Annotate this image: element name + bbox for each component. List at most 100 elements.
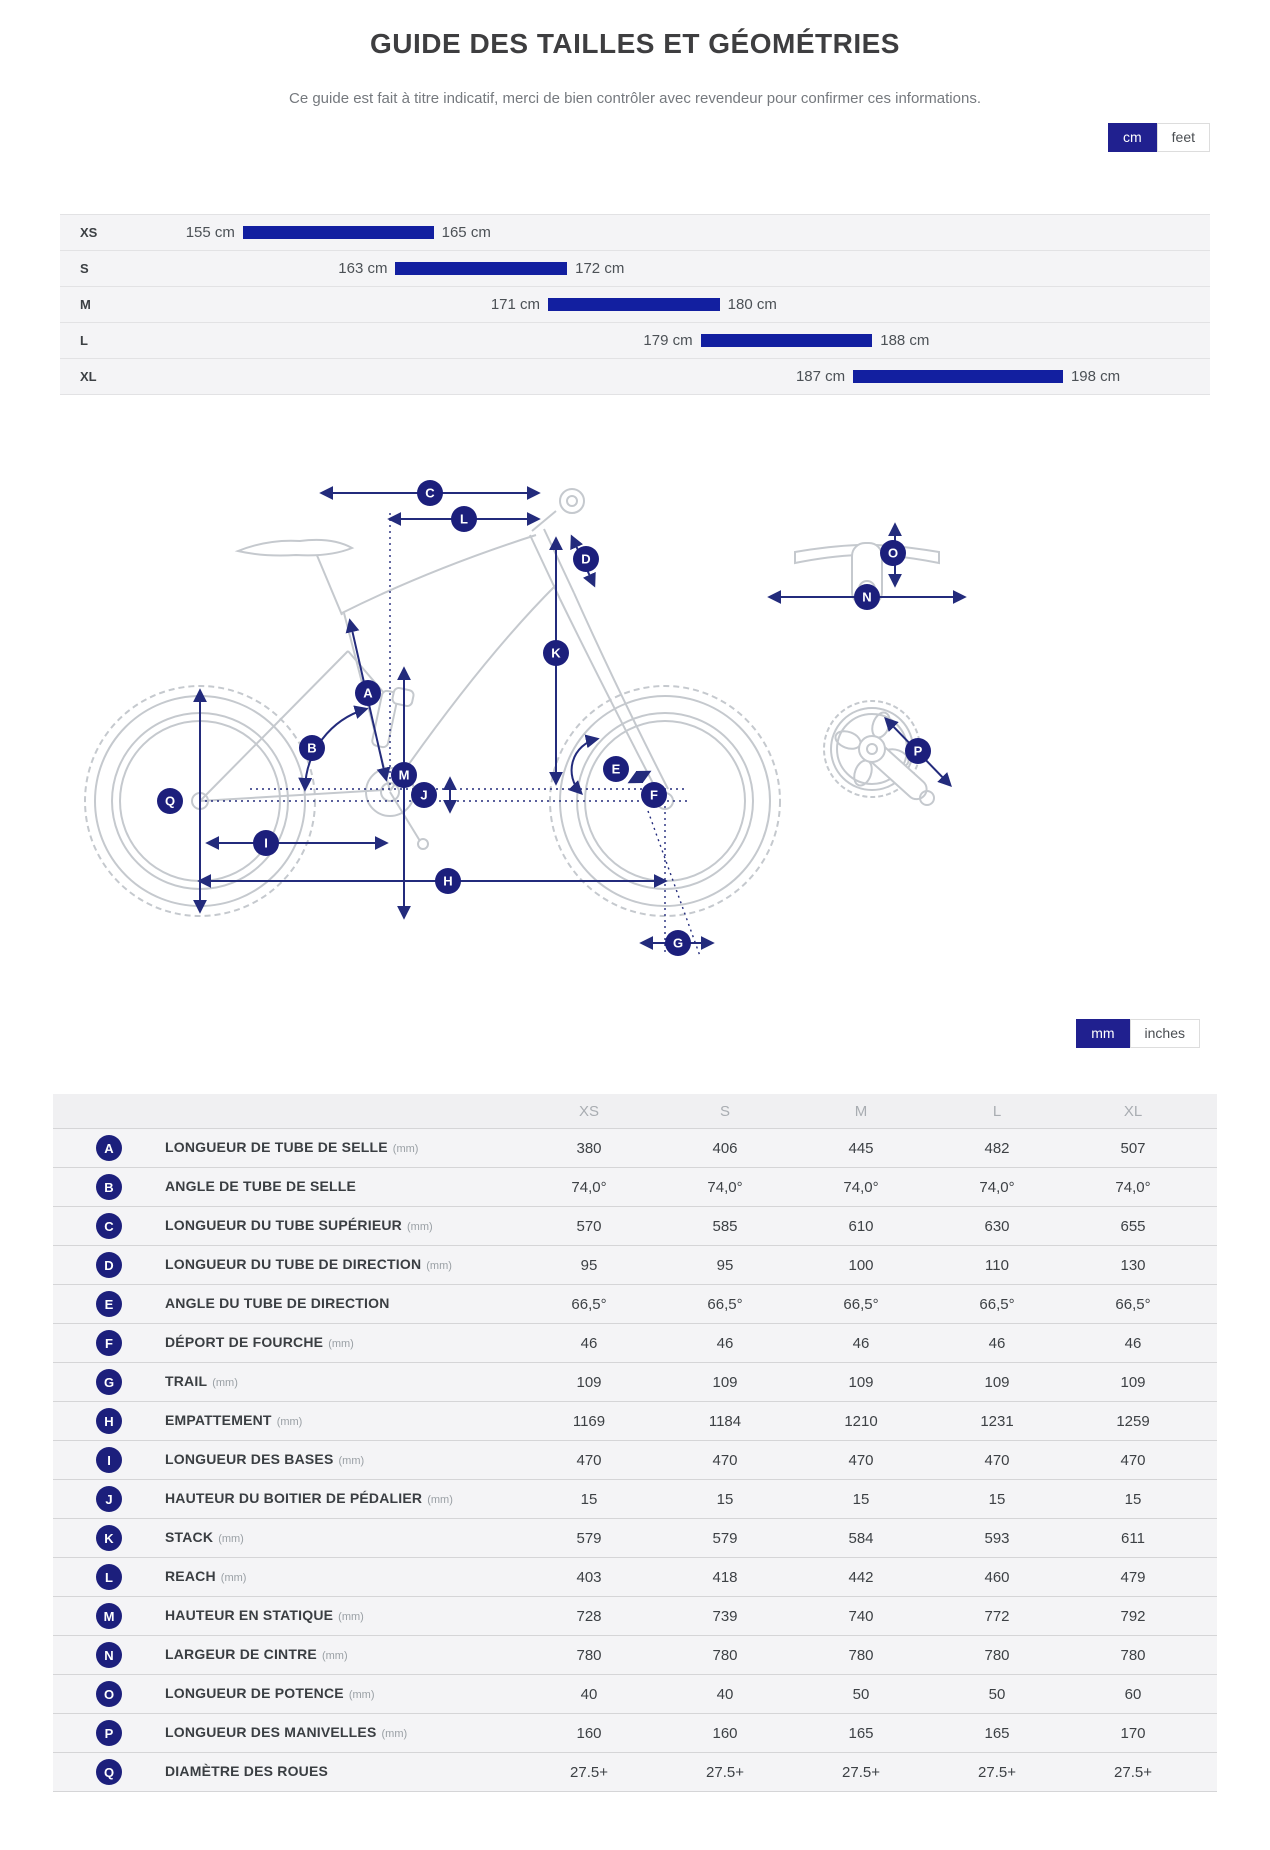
cell-d-s: 95 [716, 1256, 734, 1274]
row-badge-o: O [96, 1681, 122, 1707]
bike-geometry-diagram: A B C D E F G H I J K L M N O P Q [84, 480, 967, 957]
row-label: LONGUEUR DES BASES [165, 1451, 334, 1467]
row-badge-n: N [96, 1642, 122, 1668]
table-header-row: XS S M L XL [53, 1094, 1217, 1128]
cell-b-xs: 74,0° [571, 1178, 607, 1196]
row-unit: (mm) [338, 1611, 364, 1623]
size-label: M [80, 297, 91, 312]
row-badge-d: D [96, 1252, 122, 1278]
row-label: STACK [165, 1529, 214, 1545]
row-unit: (mm) [392, 1143, 419, 1155]
diagram-badge-n: N [854, 584, 880, 610]
cell-j-m: 15 [852, 1490, 870, 1508]
row-unit: (mm) [407, 1221, 433, 1233]
size-label: S [80, 261, 89, 276]
row-unit: (mm) [276, 1416, 303, 1428]
cell-g-xs: 109 [576, 1373, 602, 1391]
column-header-xs: XS [578, 1102, 599, 1120]
cell-j-xs: 15 [580, 1490, 598, 1508]
cell-n-xl: 780 [1120, 1646, 1146, 1664]
height-range-bar [853, 370, 1063, 383]
column-header-m: M [854, 1102, 868, 1120]
cm-toggle-button[interactable]: cm [1107, 123, 1157, 152]
row-unit: (mm) [328, 1338, 354, 1350]
svg-text:H: H [443, 874, 452, 889]
cell-d-m: 100 [848, 1256, 874, 1274]
page-subtitle: Ce guide est fait à titre indicatif, mer… [289, 90, 981, 107]
table-row-p: P LONGUEUR DES MANIVELLES (mm) 160 160 165 165… [53, 1713, 1217, 1752]
row-unit: (mm) [338, 1455, 365, 1467]
cell-i-s: 470 [712, 1451, 738, 1469]
diagram-badge-a: A [355, 680, 381, 706]
column-header-l: L [992, 1102, 1002, 1120]
cell-b-l: 74,0° [979, 1178, 1015, 1196]
row-label: TRAIL [165, 1373, 208, 1389]
bike-side-view-art [84, 488, 781, 917]
height-range-bar [700, 334, 873, 347]
size-label: L [80, 333, 88, 348]
cell-g-xl: 109 [1120, 1373, 1146, 1391]
diagram-badge-j: J [411, 782, 437, 808]
row-badge-a: A [96, 1135, 122, 1161]
cell-g-s: 109 [712, 1373, 738, 1391]
svg-text:I: I [264, 836, 268, 851]
cell-e-s: 66,5° [707, 1295, 743, 1313]
cell-m-xs: 728 [576, 1607, 602, 1625]
cell-a-xl: 507 [1120, 1139, 1146, 1157]
cell-n-s: 780 [712, 1646, 738, 1664]
row-unit: (mm) [212, 1377, 238, 1389]
cell-a-m: 445 [848, 1139, 874, 1157]
cell-n-m: 780 [848, 1646, 874, 1664]
diagram-badge-m: M [391, 762, 417, 788]
diagram-badge-p: P [905, 738, 931, 764]
cell-l-l: 460 [984, 1568, 1010, 1586]
diagram-badge-g: G [665, 930, 691, 956]
svg-text:P: P [914, 744, 923, 759]
row-badge-j: J [96, 1486, 122, 1512]
row-unit: (mm) [218, 1533, 244, 1545]
row-unit: (mm) [348, 1689, 375, 1701]
diagram-badge-b: B [299, 735, 325, 761]
row-unit: (mm) [426, 1260, 452, 1272]
svg-text:D: D [581, 552, 590, 567]
svg-text:G: G [673, 936, 683, 951]
row-badge-e: E [96, 1291, 122, 1317]
cell-k-xs: 579 [576, 1529, 602, 1547]
cell-q-s: 27.5+ [706, 1763, 744, 1781]
height-range-bar [548, 298, 720, 311]
svg-text:N: N [862, 590, 871, 605]
feet-toggle-button[interactable]: feet [1156, 123, 1210, 152]
size-row-xs: XS 155 cm 165 cm [60, 214, 1210, 250]
height-max-label: 165 cm [441, 224, 491, 241]
cell-e-xs: 66,5° [571, 1295, 607, 1313]
height-max-label: 188 cm [880, 332, 930, 349]
table-row-q: Q DIAMÈTRE DES ROUES 27.5+ 27.5+ 27.5+ 27.5+ 2… [53, 1752, 1217, 1791]
cell-a-l: 482 [984, 1139, 1010, 1157]
cell-k-m: 584 [848, 1529, 874, 1547]
geometry-units-toggle: mm inches [1076, 1019, 1200, 1048]
cell-e-m: 66,5° [843, 1295, 879, 1313]
cell-f-s: 46 [716, 1334, 734, 1352]
geometry-units-toggle-row: mm inches [70, 1019, 1200, 1048]
svg-text:M: M [399, 768, 410, 783]
row-badge-i: I [96, 1447, 122, 1473]
cell-q-xs: 27.5+ [570, 1763, 608, 1781]
cell-d-l: 110 [985, 1256, 1009, 1274]
cell-l-m: 442 [848, 1568, 874, 1586]
row-unit: (mm) [427, 1494, 453, 1506]
cell-i-l: 470 [984, 1451, 1010, 1469]
height-max-label: 180 cm [727, 296, 777, 313]
cell-c-xs: 570 [576, 1217, 602, 1235]
mm-toggle-button[interactable]: mm [1076, 1019, 1130, 1048]
cell-m-s: 739 [712, 1607, 738, 1625]
cell-o-xl: 60 [1124, 1685, 1142, 1703]
row-label: LONGUEUR DES MANIVELLES [165, 1724, 377, 1740]
cell-h-xs: 1169 [572, 1412, 606, 1430]
cell-c-s: 585 [712, 1217, 738, 1235]
cell-o-l: 50 [988, 1685, 1006, 1703]
cell-d-xs: 95 [580, 1256, 598, 1274]
cell-c-l: 630 [984, 1217, 1010, 1235]
inches-toggle-button[interactable]: inches [1129, 1019, 1200, 1048]
row-badge-p: P [96, 1720, 122, 1746]
diagram-badge-k: K [543, 640, 569, 666]
